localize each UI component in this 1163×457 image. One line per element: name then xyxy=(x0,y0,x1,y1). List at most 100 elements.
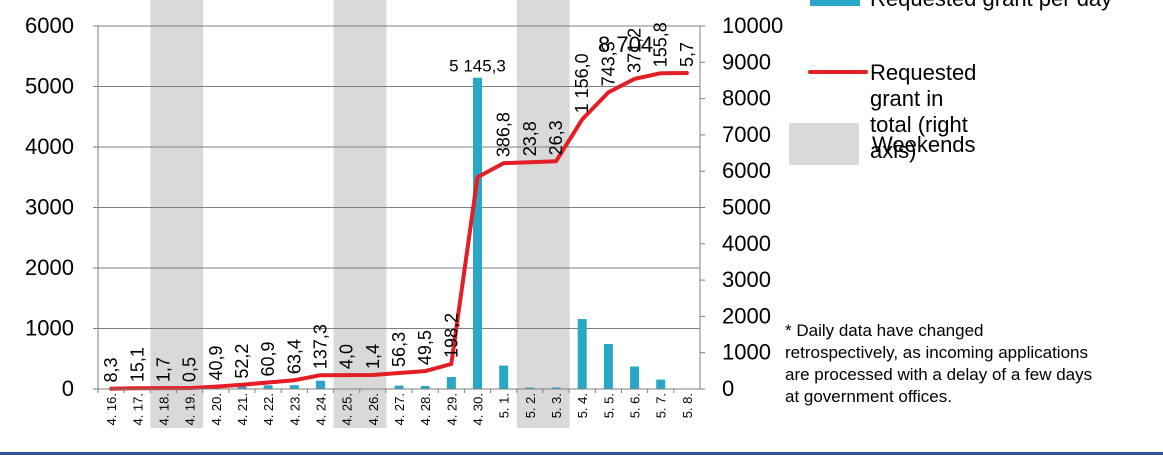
bar-data-label: 40,9 xyxy=(206,345,226,380)
x-tick-label: 4. 16. xyxy=(104,393,119,426)
bar-data-label: 23,8 xyxy=(520,121,540,156)
bar-data-label: 4,0 xyxy=(337,344,357,369)
x-tick-label: 5. 3. xyxy=(549,393,564,418)
bar-data-label: 0,5 xyxy=(180,357,200,382)
legend-weekend-swatch xyxy=(789,123,859,165)
right-tick-label: 8000 xyxy=(722,86,771,111)
right-tick-label: 9000 xyxy=(722,49,771,74)
bar-4-27 xyxy=(394,385,404,389)
left-tick-label: 4000 xyxy=(25,134,74,159)
bar-data-label: 386,8 xyxy=(494,112,514,157)
x-tick-label: 4. 30. xyxy=(471,393,486,426)
bar-data-label: 63,4 xyxy=(284,339,304,374)
bar-data-label: 1,7 xyxy=(153,357,173,382)
right-tick-label: 1000 xyxy=(722,340,771,365)
legend-daily-swatch xyxy=(810,0,860,6)
bar-data-label: 137,3 xyxy=(310,324,330,369)
footnote: * Daily data have changed retrospectivel… xyxy=(785,320,1163,408)
weekend-band xyxy=(359,0,387,428)
x-tick-label: 4. 28. xyxy=(418,393,433,426)
right-tick-label: 10000 xyxy=(722,13,783,38)
weekend-band xyxy=(542,0,570,428)
left-tick-label: 1000 xyxy=(25,316,74,341)
left-tick-label: 5000 xyxy=(25,74,74,99)
bar-5-3 xyxy=(551,387,561,389)
x-tick-label: 4. 29. xyxy=(444,393,459,426)
bar-4-24 xyxy=(315,380,325,389)
x-tick-label: 4. 27. xyxy=(392,393,407,426)
x-tick-label: 4. 23. xyxy=(287,393,302,426)
x-tick-label: 5. 6. xyxy=(628,393,643,418)
right-tick-label: 2000 xyxy=(722,303,771,328)
bar-5-1 xyxy=(499,365,509,389)
bar-data-label: 8,3 xyxy=(101,357,121,382)
footnote-line-1: * Daily data have changed xyxy=(785,321,984,340)
x-tick-label: 5. 2. xyxy=(523,393,538,418)
bar-data-label: 60,9 xyxy=(258,341,278,376)
legend-weekend-label: Weekends xyxy=(872,132,976,157)
bar-5-7 xyxy=(656,379,666,389)
left-tick-label: 3000 xyxy=(25,195,74,220)
bar-4-23 xyxy=(289,385,299,389)
bar-data-label: 56,3 xyxy=(389,332,409,367)
bar-data-label: 155,8 xyxy=(651,22,671,67)
x-tick-label: 4. 22. xyxy=(261,393,276,426)
right-tick-label: 5000 xyxy=(722,195,771,220)
bar-data-label: 15,1 xyxy=(127,347,147,382)
axes: 0 1000 2000 3000 4000 5000 6000 0 1000 2000 3000 40… xyxy=(25,13,783,426)
weekend-band xyxy=(333,0,361,428)
x-tick-label: 5. 7. xyxy=(654,393,669,418)
left-tick-label: 2000 xyxy=(25,255,74,280)
x-tick-label: 4. 18. xyxy=(156,393,171,426)
x-tick-label: 4. 24. xyxy=(313,393,328,426)
x-tick-label: 4. 25. xyxy=(340,393,355,426)
bar-4-29 xyxy=(446,377,456,389)
right-tick-label: 3000 xyxy=(722,267,771,292)
legend-daily-label: Requested grant per day xyxy=(870,0,1112,12)
right-tick-label: 6000 xyxy=(722,158,771,183)
bar-5-2 xyxy=(525,387,535,389)
left-tick-label: 0 xyxy=(62,376,74,401)
x-tick-label: 4. 26. xyxy=(366,393,381,426)
bar-5-5 xyxy=(603,344,613,389)
weekend-band xyxy=(150,0,178,428)
right-tick-label: 0 xyxy=(722,376,734,401)
total-line xyxy=(109,71,689,391)
bar-data-label: 52,2 xyxy=(232,344,252,379)
x-tick-label: 5. 4. xyxy=(575,393,590,418)
bar-data-label: 371,2 xyxy=(625,28,645,73)
footnote-line-2: retrospectively, as incoming application… xyxy=(785,343,1088,362)
bar-4-28 xyxy=(420,386,430,389)
footnote-line-3: are processed with a delay of a few days xyxy=(785,365,1093,384)
weekend-bands xyxy=(150,0,570,428)
bar-data-label: 5,7 xyxy=(677,42,697,67)
x-tick-label: 4. 19. xyxy=(183,393,198,426)
bar-data-label: 26,3 xyxy=(546,120,566,155)
bar-5-4 xyxy=(577,319,587,389)
bar-data-label: 49,5 xyxy=(415,330,435,365)
bar-data-label: 1 156,0 xyxy=(572,53,592,113)
bar-data-label: 5 145,3 xyxy=(449,57,506,76)
bar-4-21 xyxy=(237,385,247,389)
right-tick-label: 7000 xyxy=(722,122,771,147)
legend-swatches xyxy=(789,0,868,165)
legend-total-label: Requested grant in total (right axis) xyxy=(870,60,977,163)
x-tick-label: 4. 20. xyxy=(209,393,224,426)
bar-data-label: 198,2 xyxy=(441,313,461,358)
left-tick-label: 6000 xyxy=(25,13,74,38)
x-tick-label: 4. 17. xyxy=(130,393,145,426)
right-tick-label: 4000 xyxy=(722,231,771,256)
bar-5-6 xyxy=(630,366,640,389)
weekend-band xyxy=(516,0,544,428)
x-tick-label: 4. 21. xyxy=(235,393,250,426)
bottom-rule xyxy=(0,452,1163,455)
footnote-line-4: at government offices. xyxy=(785,387,952,406)
x-tick-label: 5. 1. xyxy=(497,393,512,418)
bar-4-22 xyxy=(263,385,273,389)
x-tick-label: 5. 8. xyxy=(680,393,695,418)
data-labels: 8,3 15,1 1,7 0,5 40,9 52,2 60,9 63,4 137,3 4,0 1,4… xyxy=(101,22,697,382)
bar-data-label: 743,3 xyxy=(598,41,618,86)
x-tick-label: 5. 5. xyxy=(601,393,616,418)
weekend-band xyxy=(176,0,204,428)
